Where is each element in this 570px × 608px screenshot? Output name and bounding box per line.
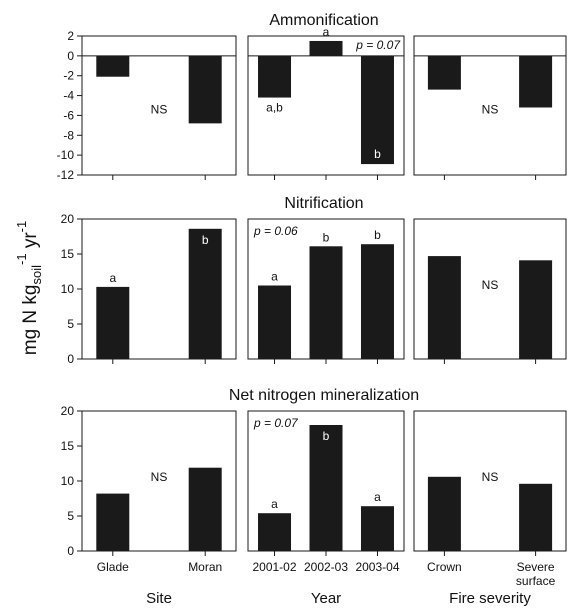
p-value-label: p = 0.06	[253, 224, 298, 238]
bar	[519, 55, 553, 108]
significance-note: NS	[482, 470, 499, 484]
bar-label: b	[323, 230, 330, 244]
y-tick-label: 5	[67, 317, 74, 331]
x-category-label: 2001-02	[252, 560, 296, 574]
y-tick-label: 0	[67, 49, 74, 63]
y-tick-label: 0	[67, 352, 74, 366]
bar	[258, 55, 292, 98]
panel-frame	[81, 218, 237, 360]
bar-label: a	[374, 490, 381, 504]
p-value-label: p = 0.07	[355, 38, 401, 52]
y-tick-label: 15	[61, 439, 75, 453]
x-category-label: 2002-03	[304, 560, 348, 574]
y-tick-label: -2	[63, 69, 74, 83]
panel: a b a p = 0.07 2001-02 2002-03 2003-04	[247, 410, 405, 574]
bar-label: a	[109, 271, 116, 285]
chart-row: Ammonification 2 0 -2 -4 -6 -8 -10 -12 NS a,b a b p =…	[57, 12, 567, 182]
group-label: Year	[311, 590, 341, 607]
panel: a b b p = 0.06	[247, 218, 405, 364]
panel: NS Crown Severe surface	[413, 410, 567, 588]
significance-note: NS	[482, 278, 499, 292]
chart-title: Ammonification	[269, 12, 378, 29]
y-tick-label: -8	[63, 128, 74, 142]
y-tick-label: -4	[63, 89, 74, 103]
y-tick-label: 10	[61, 282, 75, 296]
bar	[360, 55, 394, 165]
chart-row: Net nitrogen mineralization 20 15 10 5 0 NS Gla…	[61, 387, 567, 588]
p-value-label: p = 0.07	[253, 416, 299, 430]
bar-label: a	[271, 497, 278, 511]
significance-note: NS	[151, 470, 168, 484]
panel-frame	[81, 35, 237, 176]
bar	[427, 256, 461, 359]
bar	[427, 55, 461, 90]
chart-title: Nitrification	[284, 195, 363, 212]
x-category-label: Crown	[427, 560, 462, 574]
panel-frame	[413, 410, 567, 552]
panel: a,b a b p = 0.07	[247, 25, 405, 180]
y-tick-label: -10	[57, 148, 75, 162]
bar-label: b	[374, 147, 381, 161]
bar	[309, 40, 343, 56]
panel-frame	[413, 218, 567, 360]
panel: NS	[413, 218, 567, 364]
bar	[427, 476, 461, 551]
significance-note: NS	[151, 103, 168, 117]
panel-frame	[81, 410, 237, 552]
bar	[188, 228, 222, 359]
x-category-label: Glade	[97, 560, 129, 574]
panel: NS	[81, 35, 237, 180]
panel: NS Glade Moran	[81, 410, 237, 574]
bar	[96, 493, 130, 551]
bar-label: a,b	[266, 101, 283, 115]
y-tick-label: 20	[61, 404, 75, 418]
bar	[360, 506, 394, 551]
bar	[96, 55, 130, 77]
bar	[96, 286, 130, 359]
y-axis-label: mg N kgsoil-1 yr-1	[14, 221, 44, 356]
bar	[258, 513, 292, 551]
y-tick-label: -12	[57, 168, 75, 182]
bar-label: a	[271, 270, 278, 284]
bar	[309, 246, 343, 359]
bar-label: b	[202, 233, 209, 247]
significance-note: NS	[482, 103, 499, 117]
bar	[519, 260, 553, 359]
bar	[309, 425, 343, 551]
x-category-label: Severe surface	[516, 560, 556, 588]
x-category-label: Moran	[188, 560, 222, 574]
bar-label: b	[374, 228, 381, 242]
bar	[188, 55, 222, 124]
y-tick-label: 20	[61, 212, 75, 226]
bar	[258, 285, 292, 359]
panel: NS	[413, 35, 567, 180]
x-category-label: 2003-04	[355, 560, 399, 574]
group-label: Site	[146, 590, 172, 607]
y-tick-label: -6	[63, 108, 74, 122]
panel: ab	[81, 218, 237, 364]
y-tick-label: 2	[67, 29, 74, 43]
group-label: Fire severity	[449, 590, 531, 607]
panel-frame	[413, 35, 567, 176]
chart-title: Net nitrogen mineralization	[229, 387, 419, 404]
bar	[519, 483, 553, 551]
y-tick-label: 0	[67, 544, 74, 558]
bar-label: a	[323, 25, 330, 39]
y-tick-label: 10	[61, 474, 75, 488]
bar	[360, 244, 394, 359]
y-tick-label: 15	[61, 247, 75, 261]
bar-label: b	[323, 429, 330, 443]
bar	[188, 467, 222, 551]
y-tick-label: 5	[67, 509, 74, 523]
